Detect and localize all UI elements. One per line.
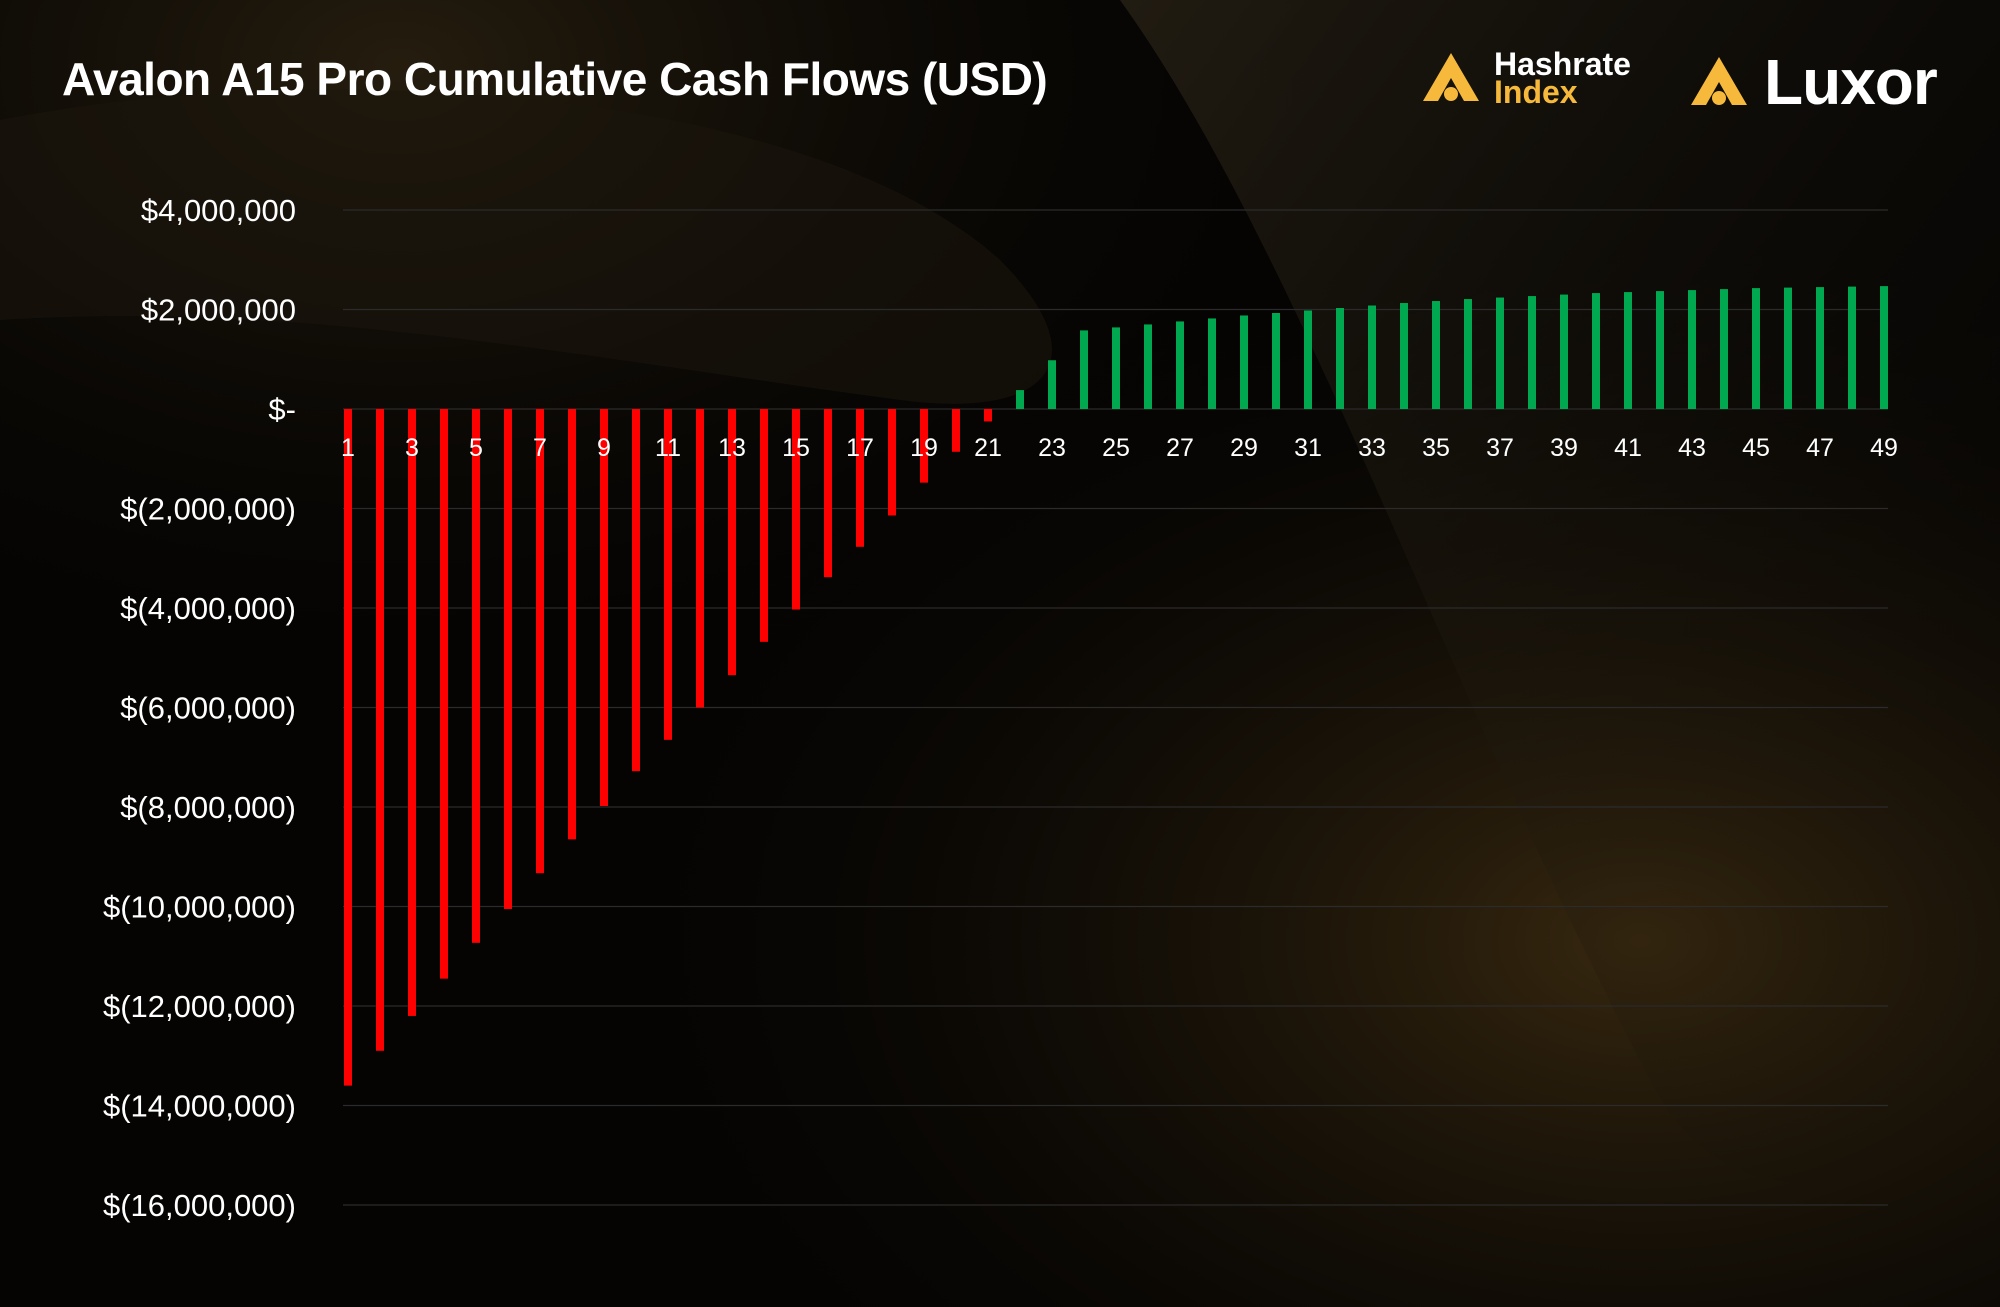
luxor-logo-text: Luxor bbox=[1764, 46, 1938, 118]
y-tick-label: $(10,000,000) bbox=[103, 890, 296, 925]
bar-36 bbox=[1464, 299, 1472, 409]
chart-title: Avalon A15 Pro Cumulative Cash Flows (US… bbox=[62, 53, 1048, 105]
x-tick-label: 9 bbox=[597, 434, 611, 462]
x-tick-label: 37 bbox=[1486, 434, 1514, 462]
bar-21 bbox=[984, 409, 992, 422]
y-tick-label: $- bbox=[268, 392, 296, 427]
bar-44 bbox=[1720, 289, 1728, 409]
hashrate-index-logo: Hashrate Index bbox=[1420, 46, 1631, 110]
bar-5 bbox=[472, 409, 480, 943]
y-axis-tick-labels: $4,000,000 $2,000,000 $- $(2,000,000) $(4,00… bbox=[103, 193, 296, 1223]
bar-49 bbox=[1880, 286, 1888, 409]
x-tick-label: 17 bbox=[846, 434, 874, 462]
bar-33 bbox=[1368, 305, 1376, 409]
bar-10 bbox=[632, 409, 640, 772]
bar-14 bbox=[760, 409, 768, 642]
bar-8 bbox=[568, 409, 576, 840]
bar-47 bbox=[1816, 287, 1824, 409]
x-tick-label: 49 bbox=[1870, 434, 1898, 462]
bar-39 bbox=[1560, 294, 1568, 409]
bar-34 bbox=[1400, 303, 1408, 409]
x-tick-label: 1 bbox=[341, 434, 355, 462]
x-tick-label: 35 bbox=[1422, 434, 1450, 462]
x-tick-label: 31 bbox=[1294, 434, 1322, 462]
bar-32 bbox=[1336, 308, 1344, 409]
x-tick-label: 19 bbox=[910, 434, 938, 462]
bar-48 bbox=[1848, 286, 1856, 409]
hashrate-logo-line1: Hashrate bbox=[1494, 46, 1631, 82]
x-tick-label: 29 bbox=[1230, 434, 1258, 462]
bar-24 bbox=[1080, 330, 1088, 409]
bar-17 bbox=[856, 409, 864, 547]
x-tick-label: 27 bbox=[1166, 434, 1194, 462]
bar-31 bbox=[1304, 310, 1312, 409]
x-tick-label: 33 bbox=[1358, 434, 1386, 462]
bar-23 bbox=[1048, 360, 1056, 409]
x-tick-label: 7 bbox=[533, 434, 547, 462]
y-tick-label: $(12,000,000) bbox=[103, 989, 296, 1024]
x-axis-tick-labels: 1 3 5 7 9 11 13 15 17 19 21 23 25 27 29 31 33 35 37 39 41 43 4… bbox=[341, 434, 1898, 462]
bar-3 bbox=[408, 409, 416, 1016]
luxor-logo: Luxor bbox=[1688, 46, 1938, 118]
gridlines bbox=[343, 209, 1888, 1206]
bar-28 bbox=[1208, 318, 1216, 409]
luxor-logo-icon bbox=[1691, 57, 1747, 105]
bar-29 bbox=[1240, 315, 1248, 409]
bar-35 bbox=[1432, 301, 1440, 409]
bar-20 bbox=[952, 409, 960, 452]
bar-26 bbox=[1144, 324, 1152, 409]
hashrate-index-logo-icon bbox=[1423, 53, 1479, 101]
bar-16 bbox=[824, 409, 832, 578]
x-tick-label: 23 bbox=[1038, 434, 1066, 462]
x-tick-label: 3 bbox=[405, 434, 419, 462]
bar-4 bbox=[440, 409, 448, 979]
bar-41 bbox=[1624, 292, 1632, 409]
y-tick-label: $(14,000,000) bbox=[103, 1089, 296, 1124]
bar-43 bbox=[1688, 290, 1696, 409]
bar-1 bbox=[344, 409, 352, 1086]
y-tick-label: $(8,000,000) bbox=[120, 790, 296, 825]
bar-25 bbox=[1112, 327, 1120, 409]
bar-38 bbox=[1528, 296, 1536, 409]
y-tick-label: $(2,000,000) bbox=[120, 492, 296, 527]
bar-40 bbox=[1592, 293, 1600, 409]
x-tick-label: 13 bbox=[718, 434, 746, 462]
y-tick-label: $(4,000,000) bbox=[120, 591, 296, 626]
bar-45 bbox=[1752, 288, 1760, 409]
x-tick-label: 43 bbox=[1678, 434, 1706, 462]
bar-15 bbox=[792, 409, 800, 610]
x-tick-label: 21 bbox=[974, 434, 1002, 462]
bar-12 bbox=[696, 409, 704, 708]
bar-2 bbox=[376, 409, 384, 1051]
x-tick-label: 47 bbox=[1806, 434, 1834, 462]
bar-46 bbox=[1784, 287, 1792, 409]
bar-11 bbox=[664, 409, 672, 740]
bar-27 bbox=[1176, 321, 1184, 409]
x-tick-label: 41 bbox=[1614, 434, 1642, 462]
bars bbox=[344, 286, 1888, 1086]
y-tick-label: $(6,000,000) bbox=[120, 691, 296, 726]
y-tick-label: $4,000,000 bbox=[141, 193, 296, 228]
bar-22 bbox=[1016, 390, 1024, 409]
bar-30 bbox=[1272, 312, 1280, 409]
bar-18 bbox=[888, 409, 896, 516]
x-tick-label: 15 bbox=[782, 434, 810, 462]
hashrate-logo-line2: Index bbox=[1494, 74, 1578, 110]
x-tick-label: 25 bbox=[1102, 434, 1130, 462]
x-tick-label: 39 bbox=[1550, 434, 1578, 462]
bar-19 bbox=[920, 409, 928, 483]
x-tick-label: 5 bbox=[469, 434, 483, 462]
bar-42 bbox=[1656, 291, 1664, 409]
y-tick-label: $(16,000,000) bbox=[103, 1188, 296, 1223]
bar-6 bbox=[504, 409, 512, 909]
bar-7 bbox=[536, 409, 544, 874]
bar-13 bbox=[728, 409, 736, 676]
x-tick-label: 11 bbox=[655, 434, 681, 462]
y-tick-label: $2,000,000 bbox=[141, 293, 296, 328]
x-tick-label: 45 bbox=[1742, 434, 1770, 462]
bar-37 bbox=[1496, 297, 1504, 409]
bar-9 bbox=[600, 409, 608, 807]
